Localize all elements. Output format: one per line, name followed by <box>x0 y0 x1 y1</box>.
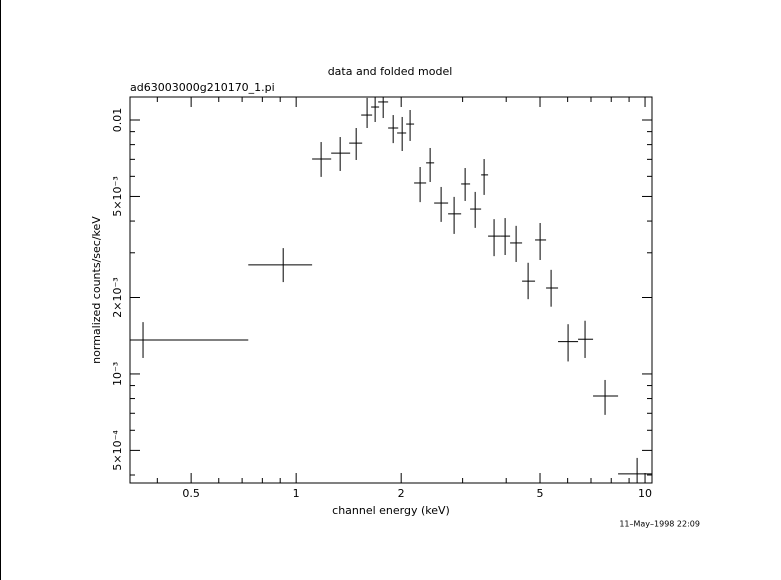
chart-title: data and folded model <box>328 65 453 78</box>
x-tick-label: 10 <box>638 487 652 500</box>
x-tick-label: 0.5 <box>182 487 200 500</box>
x-tick-label: 5 <box>537 487 544 500</box>
plot-marks <box>130 97 652 483</box>
x-tick-label: 2 <box>398 487 405 500</box>
y-tick-label: 0.01 <box>111 108 124 133</box>
y-tick-label: 5×10⁻⁴ <box>111 430 124 471</box>
y-axis-label: normalized counts/sec/keV <box>90 216 103 364</box>
y-tick-label: 2×10⁻³ <box>111 277 124 317</box>
x-tick-label: 1 <box>293 487 300 500</box>
x-axis-label: channel energy (keV) <box>332 504 450 517</box>
chart-subtitle: ad63003000g210170_1.pi <box>130 81 275 94</box>
timestamp: 11–May–1998 22:09 <box>619 520 700 529</box>
plot-frame <box>129 96 653 484</box>
y-tick-label: 5×10⁻³ <box>111 176 124 216</box>
y-tick-label: 10⁻³ <box>111 362 124 386</box>
